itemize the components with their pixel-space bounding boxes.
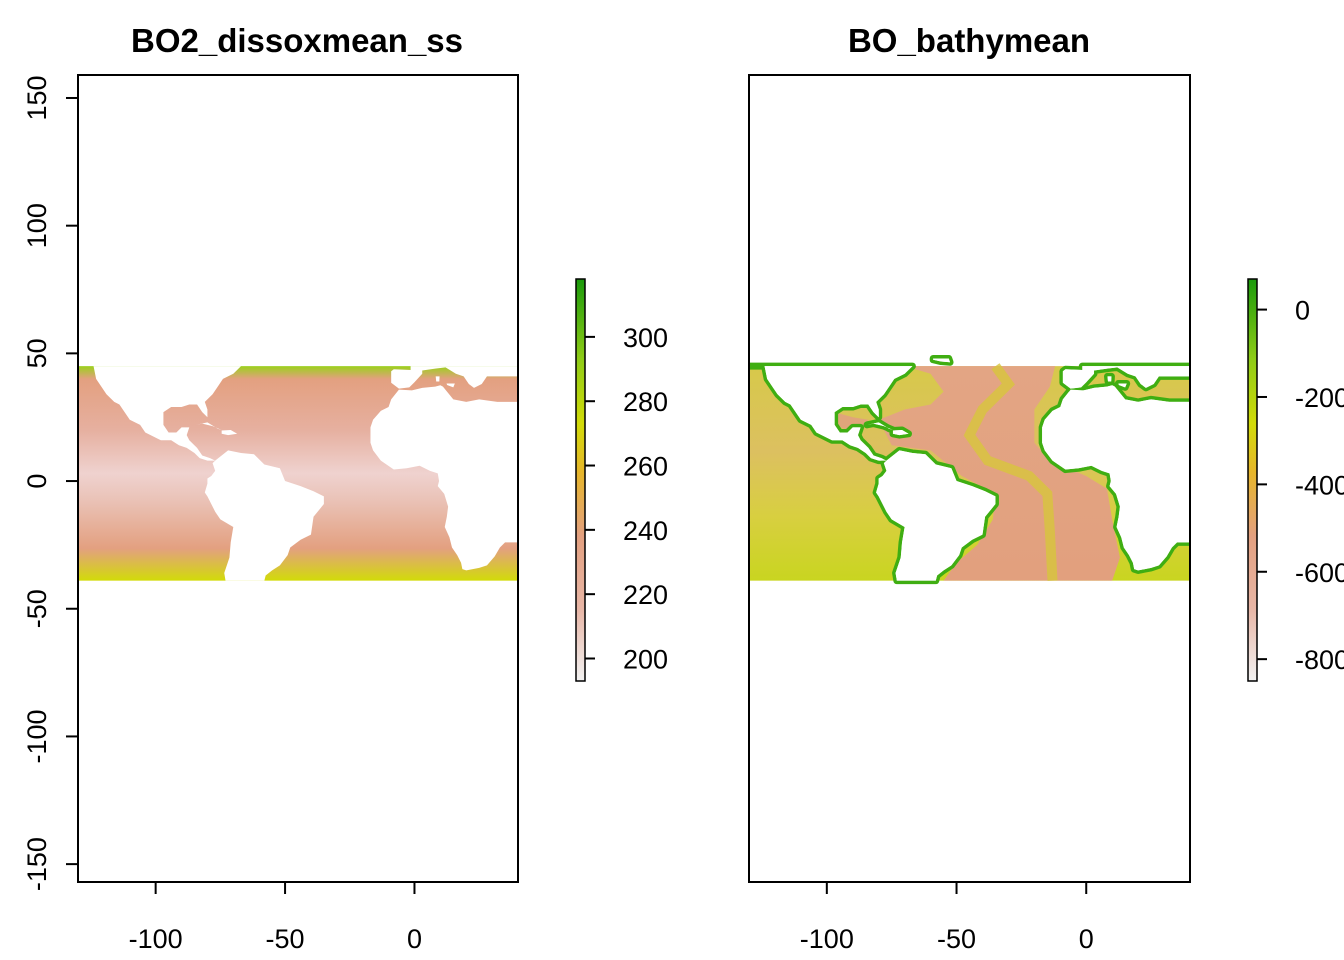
land-hispaniola — [221, 429, 238, 436]
panel-bathymetry: BO_bathymean -100 -50 0 0 -200 -400 -600 -800 — [748, 22, 1344, 954]
land-fill-cuba — [867, 422, 893, 430]
land-fill-southAmerica — [876, 450, 996, 581]
y-tick-label: 100 — [22, 203, 52, 248]
chart-title: BO2_dissoxmean_ss — [131, 22, 463, 59]
y-tick-label: 50 — [22, 338, 52, 368]
land-mask — [749, 354, 1190, 585]
legend-tick-label: -800 — [1295, 645, 1344, 675]
land-fill-newfoundland — [933, 358, 951, 363]
color-bar — [575, 278, 586, 682]
y-tick-label: -50 — [22, 589, 52, 628]
x-tick-label: 0 — [1079, 924, 1094, 954]
x-tick-label: -100 — [129, 924, 183, 954]
x-tick-label: 0 — [407, 924, 422, 954]
legend-tick-label: -200 — [1295, 383, 1344, 413]
land-newfoundland — [261, 358, 279, 363]
land-africa — [370, 385, 518, 571]
raster-layer — [78, 358, 518, 581]
land-europe — [391, 366, 518, 389]
legend-tick-label: 200 — [623, 644, 668, 674]
x-axis: -100 -50 0 — [129, 881, 422, 954]
color-bar — [1247, 278, 1258, 682]
x-tick-label: -50 — [937, 924, 976, 954]
land-fill-northAmerica — [749, 366, 913, 461]
y-tick-label: -150 — [22, 837, 52, 891]
land-fill-europe — [1062, 366, 1190, 389]
legend-tick-label: 220 — [623, 580, 668, 610]
x-tick-label: -50 — [266, 924, 305, 954]
land-mask — [78, 358, 518, 581]
land-fill-sardinia — [1107, 376, 1112, 382]
y-tick-label: -100 — [22, 709, 52, 763]
raster-layer — [749, 354, 1190, 585]
land-cuba — [195, 422, 222, 430]
x-tick-label: -100 — [800, 924, 854, 954]
y-tick-label: 0 — [22, 474, 52, 489]
land-northAmerica — [78, 366, 242, 461]
color-legend: 0 -200 -400 -600 -800 — [1247, 278, 1344, 682]
color-legend: 200 220 240 260 280 300 — [575, 278, 668, 682]
legend-tick-label: 240 — [623, 516, 668, 546]
legend-tick-label: 260 — [623, 452, 668, 482]
atlantic-basin — [878, 366, 1120, 581]
chart-title: BO_bathymean — [848, 22, 1090, 59]
land-fill-africa — [1042, 385, 1190, 571]
legend-tick-label: 300 — [623, 323, 668, 353]
legend-tick-label: -400 — [1295, 470, 1344, 500]
land-sicily — [446, 383, 455, 388]
panel-dissolved-oxygen: BO2_dissoxmean_ss -100 -50 0 -150 -100 -50 0 5… — [22, 22, 668, 954]
y-tick-label: 150 — [22, 75, 52, 120]
land-sardinia — [435, 376, 440, 382]
land-southAmerica — [204, 450, 324, 581]
land-fill-hispaniola — [892, 429, 909, 436]
mid-atlantic-ridge — [963, 363, 1058, 581]
land-fill-sicily — [1118, 383, 1127, 388]
y-axis: -150 -100 -50 0 50 100 150 — [22, 75, 79, 891]
x-axis: -100 -50 0 — [800, 881, 1094, 954]
legend-tick-label: -600 — [1295, 558, 1344, 588]
legend-tick-label: 0 — [1295, 296, 1310, 326]
legend-tick-label: 280 — [623, 387, 668, 417]
